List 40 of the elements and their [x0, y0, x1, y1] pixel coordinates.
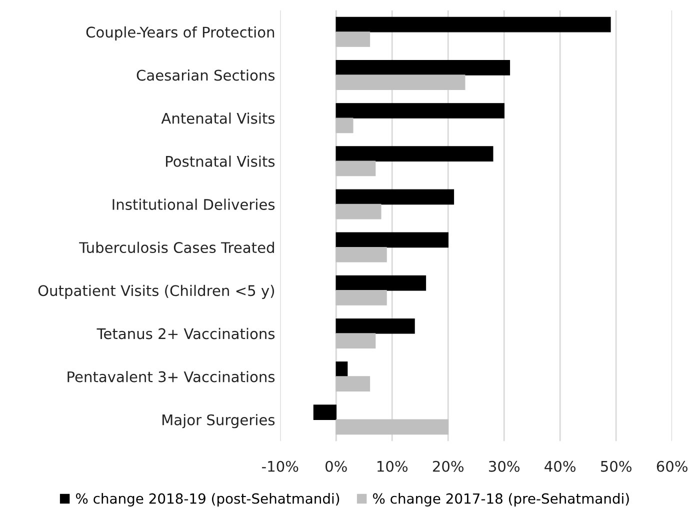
bar: [336, 290, 387, 306]
bar: [336, 160, 376, 176]
y-tick-label: Couple-Years of Protection: [86, 26, 274, 40]
bar: [336, 16, 611, 32]
bar: [336, 362, 348, 377]
bar: [336, 318, 415, 334]
bar: [336, 204, 382, 220]
y-tick-label: Major Surgeries: [162, 414, 275, 428]
bar: [336, 189, 454, 205]
legend-label: % change 2017-18 (pre-Sehatmandi): [372, 493, 629, 506]
y-tick-label: Institutional Deliveries: [112, 198, 275, 210]
bar: [336, 246, 387, 262]
x-tick-label: 10%: [378, 460, 408, 472]
y-tick-label: Outpatient Visits (Children <5 y): [38, 284, 274, 299]
x-tick-label: 30%: [489, 460, 520, 472]
y-tick-label: Tuberculosis Cases Treated: [79, 242, 274, 254]
y-tick-label: Tetanus 2+ Vaccinations: [96, 328, 275, 340]
bar: [336, 419, 448, 435]
x-tick-label: 50%: [600, 460, 632, 472]
legend-label: % change 2018-19 (post-Sehatmandi): [76, 493, 340, 506]
bar: [336, 275, 426, 291]
y-tick-label: Pentavalent 3+ Vaccinations: [68, 370, 275, 382]
x-tick-label: -10%: [262, 460, 298, 472]
bar: [313, 404, 336, 420]
bar: [336, 118, 354, 134]
x-tick-label: 0%: [326, 460, 347, 472]
x-tick-label: 20%: [432, 460, 464, 472]
bar: [336, 232, 448, 248]
bar: [336, 74, 466, 90]
bar: [336, 376, 370, 392]
bar: [336, 146, 494, 162]
y-tick-label: Caesarian Sections: [136, 69, 275, 81]
x-tick-label: 40%: [544, 460, 576, 472]
y-tick-label: Antenatal Visits: [161, 112, 275, 124]
bar: [336, 333, 376, 348]
bar: [336, 32, 370, 47]
bar: [336, 60, 510, 76]
y-tick-label: Postnatal Visits: [166, 156, 275, 167]
x-tick-label: 60%: [656, 460, 688, 472]
bar: [336, 103, 504, 118]
